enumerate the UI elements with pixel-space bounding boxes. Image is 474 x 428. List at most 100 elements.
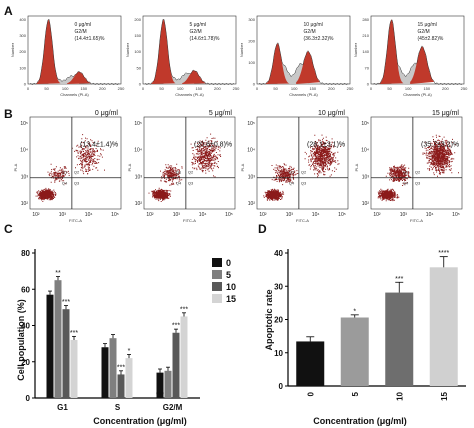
chart-c-xlabel: Concentration (μg/ml) xyxy=(93,416,187,426)
flow-xtick: 10⁵ xyxy=(111,212,119,218)
chart-d-ytick-label: 20 xyxy=(274,316,283,325)
flow-ylabel: PI-A xyxy=(240,163,245,171)
chart-c-significance: * xyxy=(128,348,131,355)
histogram-phase-label: G2/M xyxy=(75,29,87,35)
histogram-concentration: 0 μg/ml xyxy=(75,22,92,28)
flow-ytick: 10² xyxy=(21,201,29,207)
flow-dots xyxy=(263,134,342,201)
histogram-phase-label: G2/M xyxy=(418,29,430,35)
chart-c-bar xyxy=(70,340,78,398)
histogram-ytick: 0 xyxy=(253,82,256,87)
histogram-ytick: 140 xyxy=(362,49,369,54)
g2m-peak xyxy=(296,51,321,84)
flow-dots xyxy=(377,134,459,202)
histogram-concentration: 5 μg/ml xyxy=(190,22,207,28)
histogram-outline xyxy=(30,18,120,86)
histogram-ytick: 300 xyxy=(248,17,255,22)
histogram-xtick: 0 xyxy=(142,86,145,91)
quadrant-label: Q2 xyxy=(74,170,80,175)
chart-c-category-label: S xyxy=(115,403,121,412)
chart-d-ytick-label: 10 xyxy=(274,349,283,358)
histogram-xtick: 200 xyxy=(214,86,221,91)
panel-label-c: C xyxy=(4,222,13,236)
histogram-ytick: 300 xyxy=(19,33,26,38)
histogram-outline xyxy=(258,42,349,86)
histogram-concentration: 15 μg/ml xyxy=(418,22,437,28)
panel-label-b: B xyxy=(4,107,13,121)
histogram-xlabel: Channels (PI-A) xyxy=(175,92,204,97)
flow-xtick: 10⁵ xyxy=(225,212,233,218)
chart-c-bar xyxy=(172,332,180,398)
flow-xtick: 10² xyxy=(146,212,154,218)
chart-c-legend-swatch xyxy=(212,294,222,303)
flow-ytick: 10⁵ xyxy=(20,121,28,127)
g1-peak xyxy=(379,19,404,84)
histogram-ytick: 100 xyxy=(19,65,26,70)
panel-label-d: D xyxy=(258,222,267,236)
chart-c-bar xyxy=(125,358,133,398)
flow-dots xyxy=(35,134,105,202)
flow-ytick: 10² xyxy=(248,201,256,207)
chart-c-bar xyxy=(164,370,172,398)
chart-c-legend-label: 0 xyxy=(226,258,231,268)
histogram-ytick: 400 xyxy=(19,17,26,22)
histogram-xtick: 50 xyxy=(387,86,392,91)
chart-c-significance: *** xyxy=(70,330,78,337)
flow-apoptosis-value: (13.4±1.4)% xyxy=(80,141,118,148)
g2m-peak xyxy=(67,71,92,84)
chart-c-category-label: G2/M xyxy=(163,403,183,412)
flow-xtick: 10⁵ xyxy=(338,212,346,218)
panel-label-a: A xyxy=(4,4,13,18)
flow-concentration: 10 μg/ml xyxy=(318,110,345,117)
chart-c-significance: *** xyxy=(62,299,70,306)
histogram-ytick: 150 xyxy=(134,33,141,38)
quadrant-label: Q3 xyxy=(415,181,421,186)
histogram-g2m-value: (36.3±2.32)% xyxy=(304,36,335,42)
histogram-xtick: 250 xyxy=(461,86,468,91)
chart-c-significance: *** xyxy=(180,306,188,313)
apoptotic-rate-bar-chart: Apoptotic rate Concentration (μg/ml) 0 10… xyxy=(264,249,466,426)
flow-apoptosis-value: (20.6±0.8)% xyxy=(194,141,232,148)
quadrant-label: Q2 xyxy=(188,170,194,175)
chart-c-bar xyxy=(46,294,54,398)
histogram-xtick: 200 xyxy=(99,86,106,91)
quadrant-label: Q2 xyxy=(301,170,307,175)
chart-c-significance: *** xyxy=(156,392,164,399)
chart-c-ytick-label: 0 xyxy=(26,394,31,403)
chart-d-ytick-label: 30 xyxy=(274,282,283,291)
flow-ytick: 10³ xyxy=(248,174,256,180)
chart-c-ytick-label: 80 xyxy=(21,249,30,258)
chart-d-ytick-label: 40 xyxy=(274,249,283,258)
quadrant-label: Q1 xyxy=(176,170,182,175)
chart-c-bar xyxy=(62,309,70,398)
flow-xlabel: FITC-A xyxy=(69,218,82,223)
histogram-xlabel: Channels (PI-A) xyxy=(289,92,318,97)
chart-d-category-label: 10 xyxy=(395,391,404,400)
flow-concentration: 0 μg/ml xyxy=(95,110,119,117)
chart-c-ytick-label: 20 xyxy=(21,358,30,367)
g1-peak xyxy=(151,19,176,84)
flow-ytick: 10² xyxy=(135,201,143,207)
histogram-xtick: 100 xyxy=(405,86,412,91)
flow-xtick: 10² xyxy=(259,212,267,218)
flow-ylabel: PI-A xyxy=(354,163,359,171)
quadrant-label: Q2 xyxy=(415,170,421,175)
flow-ylabel: PI-A xyxy=(13,163,18,171)
histogram-ytick: 100 xyxy=(134,49,141,54)
flow-xtick: 10³ xyxy=(286,212,294,218)
flow-ytick: 10³ xyxy=(135,174,143,180)
chart-d-significance: * xyxy=(353,308,356,315)
flow-concentration: 5 μg/ml xyxy=(209,110,233,117)
flow-ytick: 10⁴ xyxy=(134,148,142,154)
chart-c-ylabel: Cell population (%) xyxy=(16,299,26,381)
histogram-xtick: 250 xyxy=(233,86,240,91)
histogram-concentration: 10 μg/ml xyxy=(304,22,323,28)
histogram-g2m-value: (45±2.82)% xyxy=(418,36,444,42)
chart-d-xlabel: Concentration (μg/ml) xyxy=(313,416,407,426)
histogram-ytick: 210 xyxy=(362,33,369,38)
flow-xtick: 10³ xyxy=(59,212,67,218)
histogram-ylabel: Number xyxy=(125,42,130,57)
